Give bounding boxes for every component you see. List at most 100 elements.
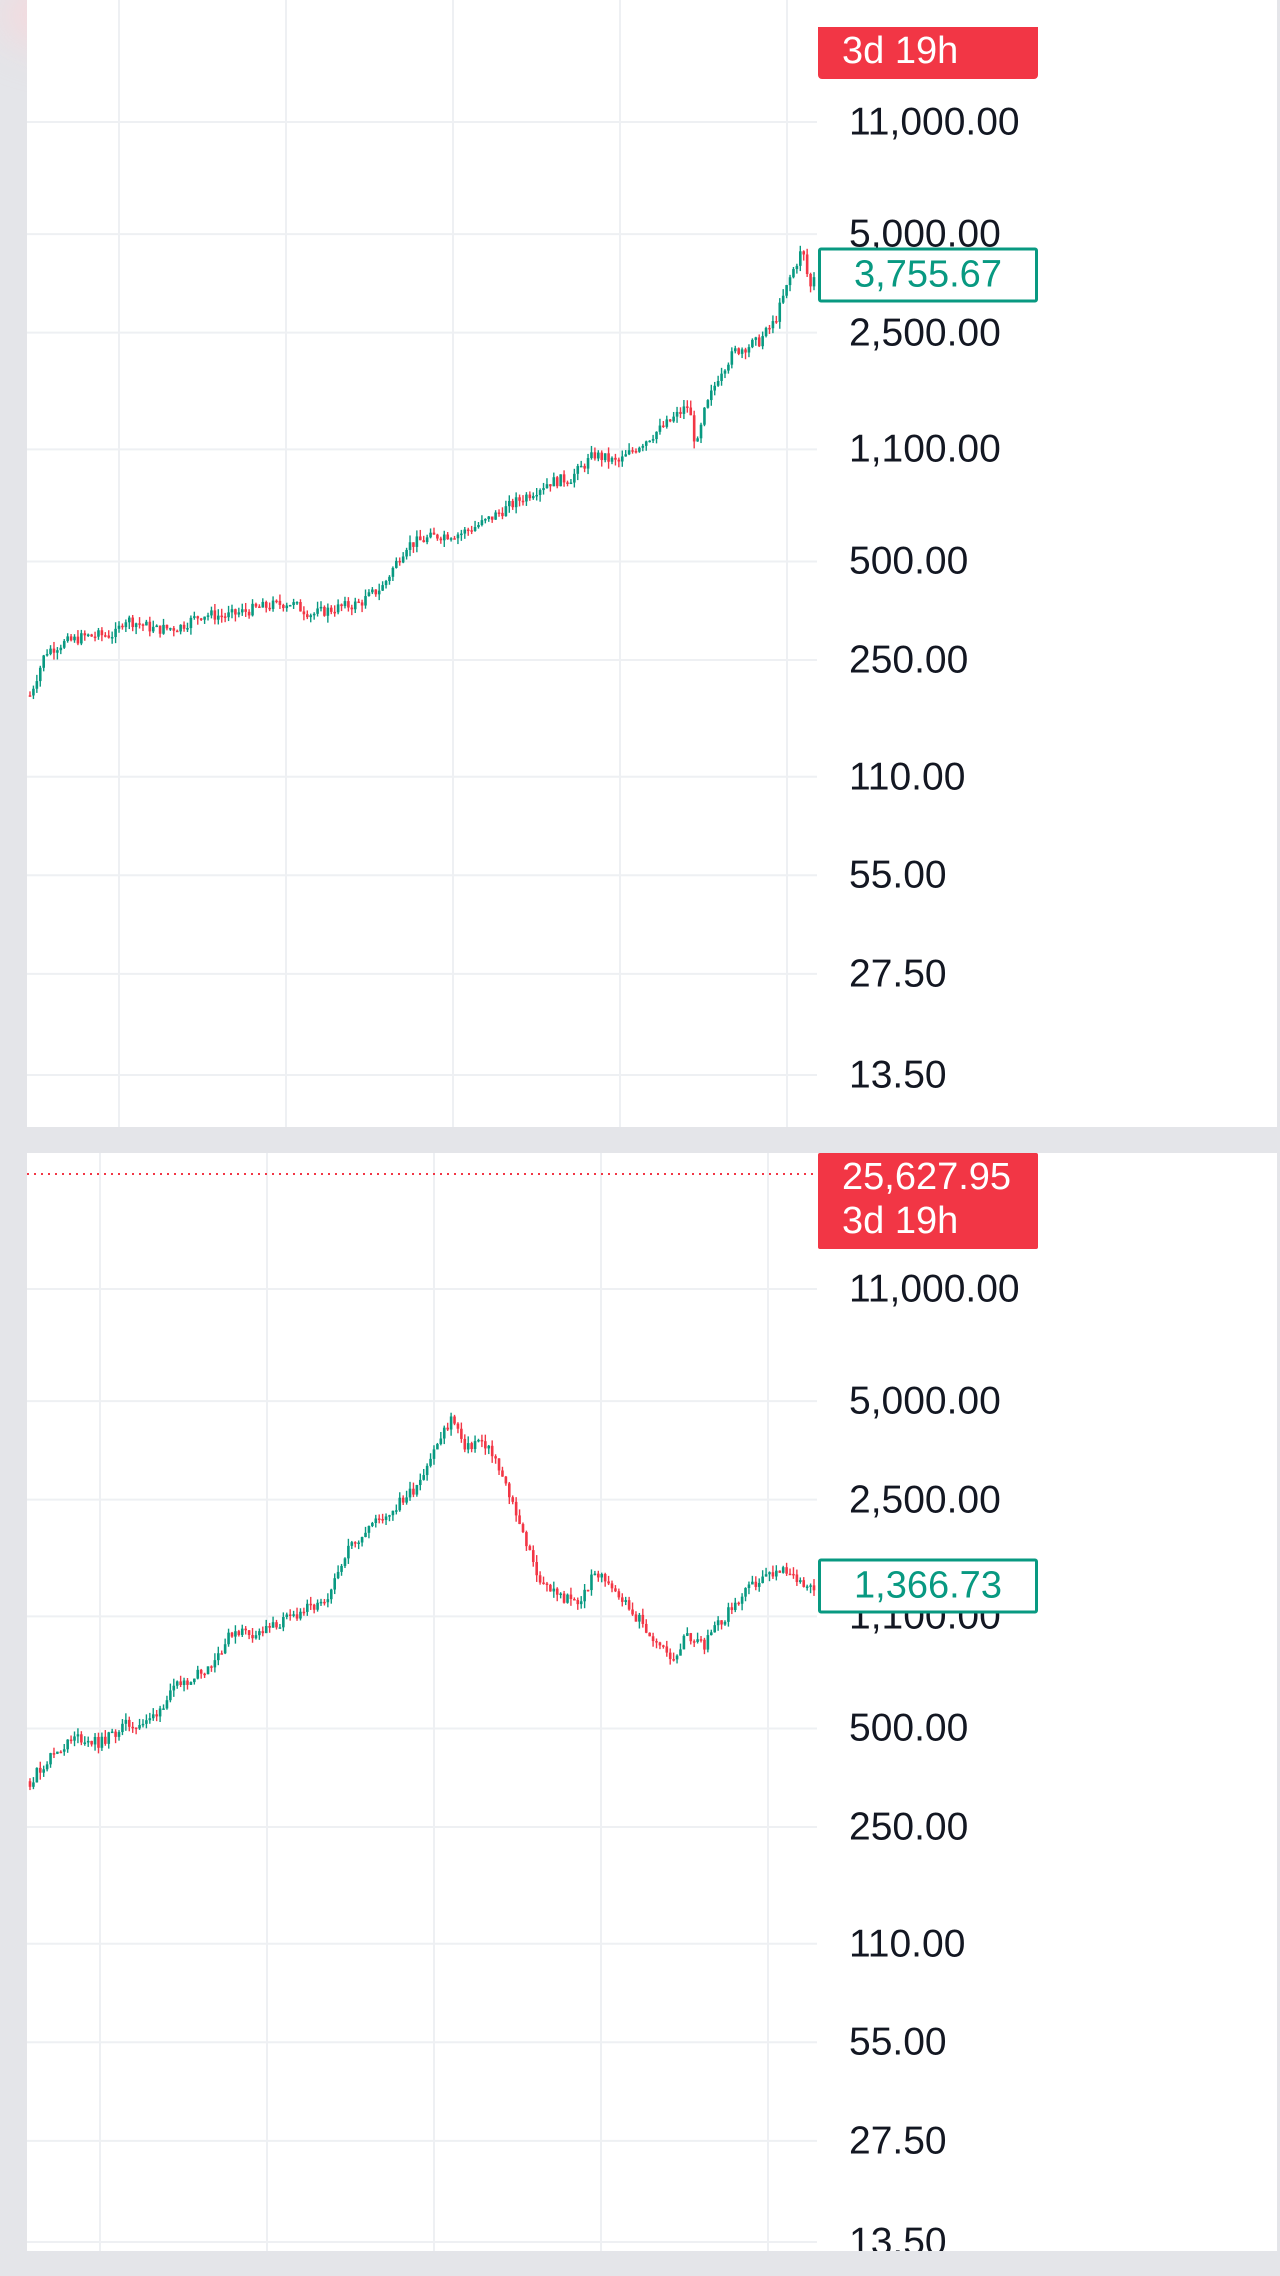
candle-body: [733, 1602, 737, 1611]
candle-body: [436, 534, 439, 539]
candle-body: [600, 452, 604, 461]
candle-body: [258, 1631, 261, 1636]
candle-body: [412, 542, 415, 547]
price-chart-1[interactable]: [27, 0, 1277, 1127]
candle-body: [607, 453, 610, 462]
candle-body: [538, 490, 542, 495]
candle-body: [453, 1416, 456, 1424]
candle-body: [720, 373, 723, 381]
candle-body: [312, 613, 316, 616]
candle-body: [446, 1427, 449, 1430]
y-tick-label: 1,100.00: [849, 427, 1001, 471]
candle-body: [395, 1510, 398, 1512]
candle-body: [418, 1479, 422, 1486]
candle-body: [751, 1581, 754, 1585]
candle-body: [371, 589, 374, 593]
candle-body: [518, 497, 521, 501]
candle-body: [425, 1465, 429, 1476]
candle-body: [706, 400, 710, 408]
candle-body: [778, 302, 782, 322]
candle-body: [145, 621, 148, 626]
candle-body: [799, 1580, 802, 1583]
candle-body: [141, 624, 145, 626]
chart-panel-1[interactable]: 11,000.00 5,000.00 2,500.00 1,100.00 500.00 2…: [27, 0, 1277, 1127]
candle-body: [449, 1416, 453, 1430]
candle-body: [655, 431, 658, 440]
candle-body: [514, 497, 518, 508]
candle-body: [706, 1635, 710, 1650]
candle-body: [569, 1594, 573, 1600]
candle-body: [127, 617, 131, 623]
candle-body: [662, 1645, 665, 1647]
candle-body: [436, 1444, 439, 1450]
candle-body: [692, 415, 696, 442]
candle-body: [182, 1680, 186, 1686]
candle-body: [573, 473, 576, 483]
current-price-badge: 1,366.73: [818, 1558, 1038, 1613]
candle-body: [323, 606, 326, 616]
candle-body: [329, 1589, 333, 1600]
candle-body: [744, 349, 747, 353]
candle-body: [299, 602, 302, 612]
candle-body: [206, 1666, 210, 1675]
candle-body: [398, 560, 402, 563]
candle-body: [384, 581, 388, 586]
candle-body: [275, 600, 278, 603]
candle-body: [360, 1537, 364, 1543]
candle-body: [251, 603, 254, 616]
price-chart-2[interactable]: [27, 1153, 1277, 2251]
candle-body: [545, 1583, 549, 1586]
candle-body: [668, 419, 672, 422]
candle-body: [460, 1428, 463, 1439]
candle-body: [381, 585, 384, 591]
candle-body: [32, 1782, 35, 1787]
candle-body: [288, 605, 292, 607]
candle-body: [665, 419, 669, 427]
candle-body: [155, 625, 158, 628]
candle-body: [744, 1588, 747, 1597]
candle-body: [45, 654, 49, 656]
candle-body: [309, 1603, 313, 1606]
candle-body: [477, 1439, 480, 1442]
candle-body: [254, 603, 258, 607]
candle-body: [401, 1497, 405, 1503]
candle-body: [463, 529, 467, 534]
candle-body: [617, 1591, 621, 1598]
candle-body: [703, 1639, 706, 1650]
candle-body: [456, 534, 460, 539]
candle-body: [504, 1476, 508, 1484]
candle-body: [432, 1449, 436, 1459]
candle-body: [648, 440, 651, 443]
candle-body: [490, 1445, 494, 1457]
candle-body: [484, 1441, 487, 1449]
candle-body: [768, 1572, 771, 1575]
candle-body: [186, 1680, 189, 1685]
candle-body: [566, 482, 569, 484]
candle-body: [148, 621, 152, 632]
candle-body: [162, 1708, 165, 1710]
candle-body: [713, 1625, 717, 1633]
candle-body: [600, 1574, 604, 1578]
candle-body: [737, 348, 740, 354]
candle-body: [38, 1767, 42, 1773]
candle-body: [175, 630, 179, 633]
candle-body: [757, 337, 761, 347]
candle-body: [340, 1565, 343, 1572]
candle-body: [234, 1631, 237, 1637]
candle-body: [545, 484, 549, 489]
candle-body: [107, 635, 111, 638]
candle-body: [487, 516, 491, 520]
candle-body: [573, 1599, 576, 1601]
candle-body: [620, 456, 624, 462]
candle-body: [244, 609, 247, 612]
chart-panel-2[interactable]: 11,000.00 5,000.00 2,500.00 1,100.00 500.00 2…: [27, 1153, 1277, 2251]
candle-body: [463, 1438, 467, 1450]
candle-body: [292, 1614, 295, 1616]
candle-body: [312, 1604, 316, 1610]
candle-body: [624, 1600, 628, 1602]
candle-body: [733, 348, 737, 352]
countdown-text: 3d 19h: [842, 1200, 959, 1242]
candle-body: [299, 1611, 302, 1619]
candle-body: [169, 1690, 172, 1701]
candle-body: [247, 611, 251, 616]
